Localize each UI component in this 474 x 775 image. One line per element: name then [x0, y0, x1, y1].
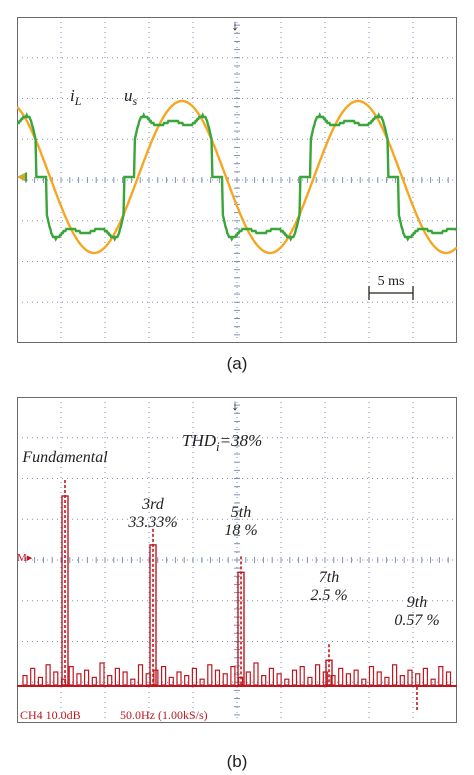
noise-bin [399, 675, 405, 686]
noise-bin [392, 664, 398, 686]
noise-bin [415, 673, 421, 686]
harmonic-label-5th: 5th [231, 504, 251, 521]
noise-bin [253, 662, 259, 686]
noise-bin [137, 664, 144, 686]
harmonic-label-Fundamental: Fundamental [21, 449, 108, 466]
noise-bin [76, 673, 82, 686]
noise-bin [214, 669, 221, 686]
harmonic-value-7th: 2.5 % [310, 587, 347, 604]
noise-bin [53, 671, 59, 686]
scope-frame [17, 397, 457, 723]
noise-bin [384, 676, 390, 686]
noise-bin [245, 671, 251, 686]
noise-bin [376, 671, 382, 686]
noise-bin [83, 669, 90, 686]
noise-bin [345, 673, 351, 686]
channel-status: CH4 10.0dB [20, 708, 81, 722]
iL-waveform [17, 112, 459, 242]
noise-bin [276, 673, 282, 686]
noise-bin [307, 676, 313, 686]
noise-bin [99, 662, 105, 686]
waveform-plot: iL us 5 ms ↓ [16, 16, 459, 344]
noise-bin [176, 671, 182, 686]
harmonic-bin-3rd [149, 544, 157, 686]
noise-bin [22, 675, 28, 686]
us-label: us [124, 86, 138, 108]
harmonic-value-3rd: 33.33% [127, 514, 177, 531]
caption-b: (b) [226, 752, 248, 771]
harmonic-value-9th: 0.57 % [394, 612, 439, 629]
scope-frame [17, 17, 457, 343]
timebase-status: 50.0Hz (1.00kS/s) [120, 708, 208, 722]
waveform-plot-svg: iL us5 ms↓ [16, 16, 459, 344]
harmonic-label-7th: 7th [319, 569, 339, 586]
noise-bin [353, 669, 359, 686]
iL-label-main: i [70, 86, 75, 105]
noise-bin [291, 669, 298, 686]
noise-bin [91, 676, 97, 686]
iL-label: iL [70, 86, 82, 108]
trigger-marker: ↓ [231, 18, 239, 34]
harmonic-label-3rd: 3rd [141, 496, 165, 513]
thd-annotation: THDi=38% [182, 431, 262, 454]
noise-bin [430, 678, 436, 686]
noise-bin [222, 673, 228, 686]
noise-bin [422, 667, 428, 686]
harmonic-bin-Fundamental [61, 495, 69, 686]
noise-bin [168, 676, 174, 686]
noise-bin [207, 664, 213, 686]
iL-label-subscript: L [74, 94, 82, 108]
noise-bin [184, 675, 190, 686]
noise-bin [407, 669, 413, 686]
reference-marker: M▸ [17, 552, 33, 564]
noise-bin [45, 664, 51, 686]
harmonic-value-5th: 18 % [224, 522, 257, 539]
thd-subscript: i [216, 439, 220, 454]
graticule [16, 396, 458, 724]
harmonic-label-9th: 9th [407, 594, 427, 611]
ground-marker [17, 173, 25, 181]
us-label-main: u [124, 86, 133, 105]
graticule [16, 16, 458, 344]
thd-label: THD [182, 431, 217, 450]
harmonic-bin-7th [325, 659, 333, 686]
us-waveform [16, 99, 458, 255]
caption-a: (a) [226, 354, 248, 373]
scale-bar-label: 5 ms [378, 274, 405, 289]
noise-bin [37, 676, 43, 686]
us-label-subscript: s [133, 94, 138, 108]
thd-value: =38% [220, 431, 263, 450]
noise-bin [284, 678, 290, 686]
spectrum-plot: Fundamental 3rd 33.33% 5th 18 % 7th 2.5 % 9th 0.… [16, 396, 458, 724]
noise-bin [107, 675, 113, 686]
noise-bin [261, 675, 267, 686]
noise-bin [122, 671, 128, 686]
harmonic-bin-5th [237, 571, 245, 686]
noise-bin [445, 671, 452, 686]
trigger-marker: ↓ [231, 398, 239, 414]
